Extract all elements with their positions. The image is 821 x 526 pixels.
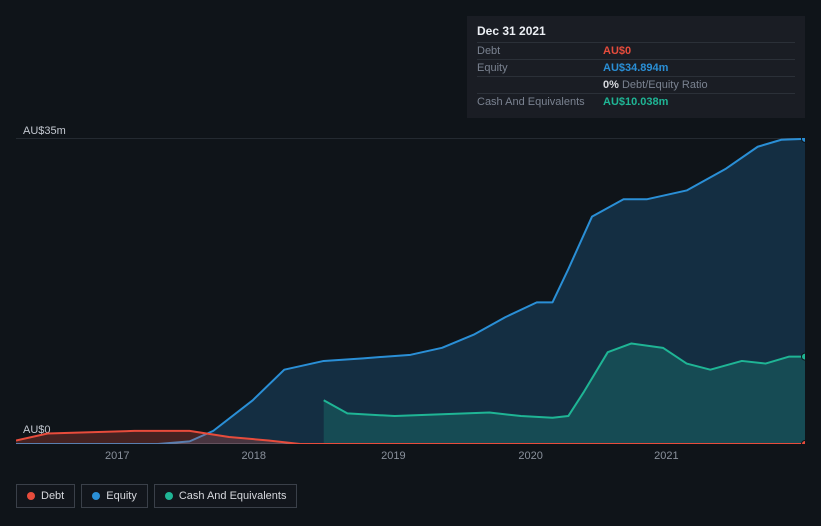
plot-area[interactable] xyxy=(16,138,805,444)
tooltip-cash-label: Cash And Equivalents xyxy=(477,96,603,108)
legend-marker-cash xyxy=(165,492,173,500)
tooltip-equity-value: AU$34.894m xyxy=(603,62,668,74)
tooltip-equity-label: Equity xyxy=(477,62,603,74)
tooltip-ratio-spacer xyxy=(477,79,603,91)
chart-tooltip: Dec 31 2021 Debt AU$0 Equity AU$34.894m … xyxy=(467,16,805,118)
chart-legend: Debt Equity Cash And Equivalents xyxy=(16,484,297,508)
x-axis-year: 2020 xyxy=(518,450,542,462)
legend-label-cash: Cash And Equivalents xyxy=(179,490,287,502)
legend-item-equity[interactable]: Equity xyxy=(81,484,148,508)
tooltip-ratio: 0% Debt/Equity Ratio xyxy=(603,79,708,91)
tooltip-debt-value: AU$0 xyxy=(603,45,631,57)
x-axis-year: 2018 xyxy=(241,450,265,462)
legend-item-debt[interactable]: Debt xyxy=(16,484,75,508)
legend-item-cash[interactable]: Cash And Equivalents xyxy=(154,484,298,508)
x-axis-year: 2017 xyxy=(105,450,129,462)
tooltip-debt-label: Debt xyxy=(477,45,603,57)
legend-label-equity: Equity xyxy=(106,490,137,502)
tooltip-cash-value: AU$10.038m xyxy=(603,96,668,108)
legend-label-debt: Debt xyxy=(41,490,64,502)
x-axis-year: 2019 xyxy=(381,450,405,462)
legend-marker-debt xyxy=(27,492,35,500)
chart-svg xyxy=(16,138,805,444)
legend-marker-equity xyxy=(92,492,100,500)
financial-chart: Dec 31 2021 Debt AU$0 Equity AU$34.894m … xyxy=(0,0,821,526)
y-axis-top-label: AU$35m xyxy=(23,125,66,137)
tooltip-date: Dec 31 2021 xyxy=(477,24,795,42)
x-axis-year: 2021 xyxy=(654,450,678,462)
